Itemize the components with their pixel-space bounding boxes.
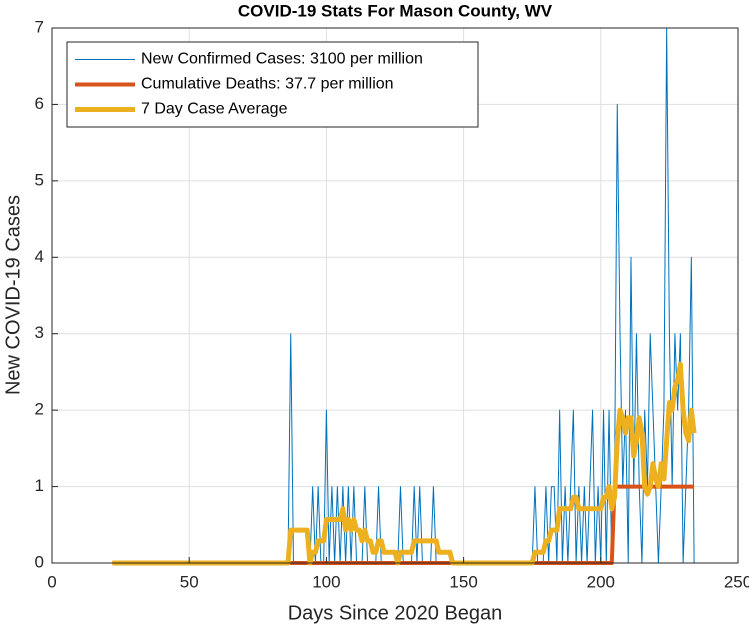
chart-title: COVID-19 Stats For Mason County, WV: [238, 1, 553, 20]
x-tick-label: 100: [312, 572, 340, 591]
y-tick-label: 4: [35, 247, 44, 266]
x-tick-label: 0: [47, 572, 56, 591]
y-tick-label: 3: [35, 323, 44, 342]
legend: New Confirmed Cases: 3100 per million Cum…: [66, 41, 479, 128]
x-tick-label: 50: [180, 572, 199, 591]
y-tick-label: 0: [35, 552, 44, 571]
x-tick-label: 200: [587, 572, 615, 591]
y-tick-label: 1: [35, 476, 44, 495]
axes-box: [51, 27, 739, 564]
ticks: 0 50 100 150 200 250 0 1 2 3 4 5 6 7: [35, 17, 749, 591]
y-tick-label: 2: [35, 400, 44, 419]
y-tick-label: 6: [35, 94, 44, 113]
x-tick-label: 150: [449, 572, 477, 591]
y-tick-label: 7: [35, 17, 44, 36]
y-axis-label: New COVID-19 Cases: [2, 195, 24, 395]
x-axis-label: Days Since 2020 Began: [288, 602, 503, 624]
y-tick-label: 5: [35, 170, 44, 189]
legend-label: Cumulative Deaths: 37.7 per million: [141, 76, 394, 93]
legend-label: New Confirmed Cases: 3100 per million: [141, 51, 423, 68]
x-tick-label: 250: [724, 572, 749, 591]
legend-box: [66, 41, 479, 128]
legend-label: 7 Day Case Average: [141, 101, 288, 118]
